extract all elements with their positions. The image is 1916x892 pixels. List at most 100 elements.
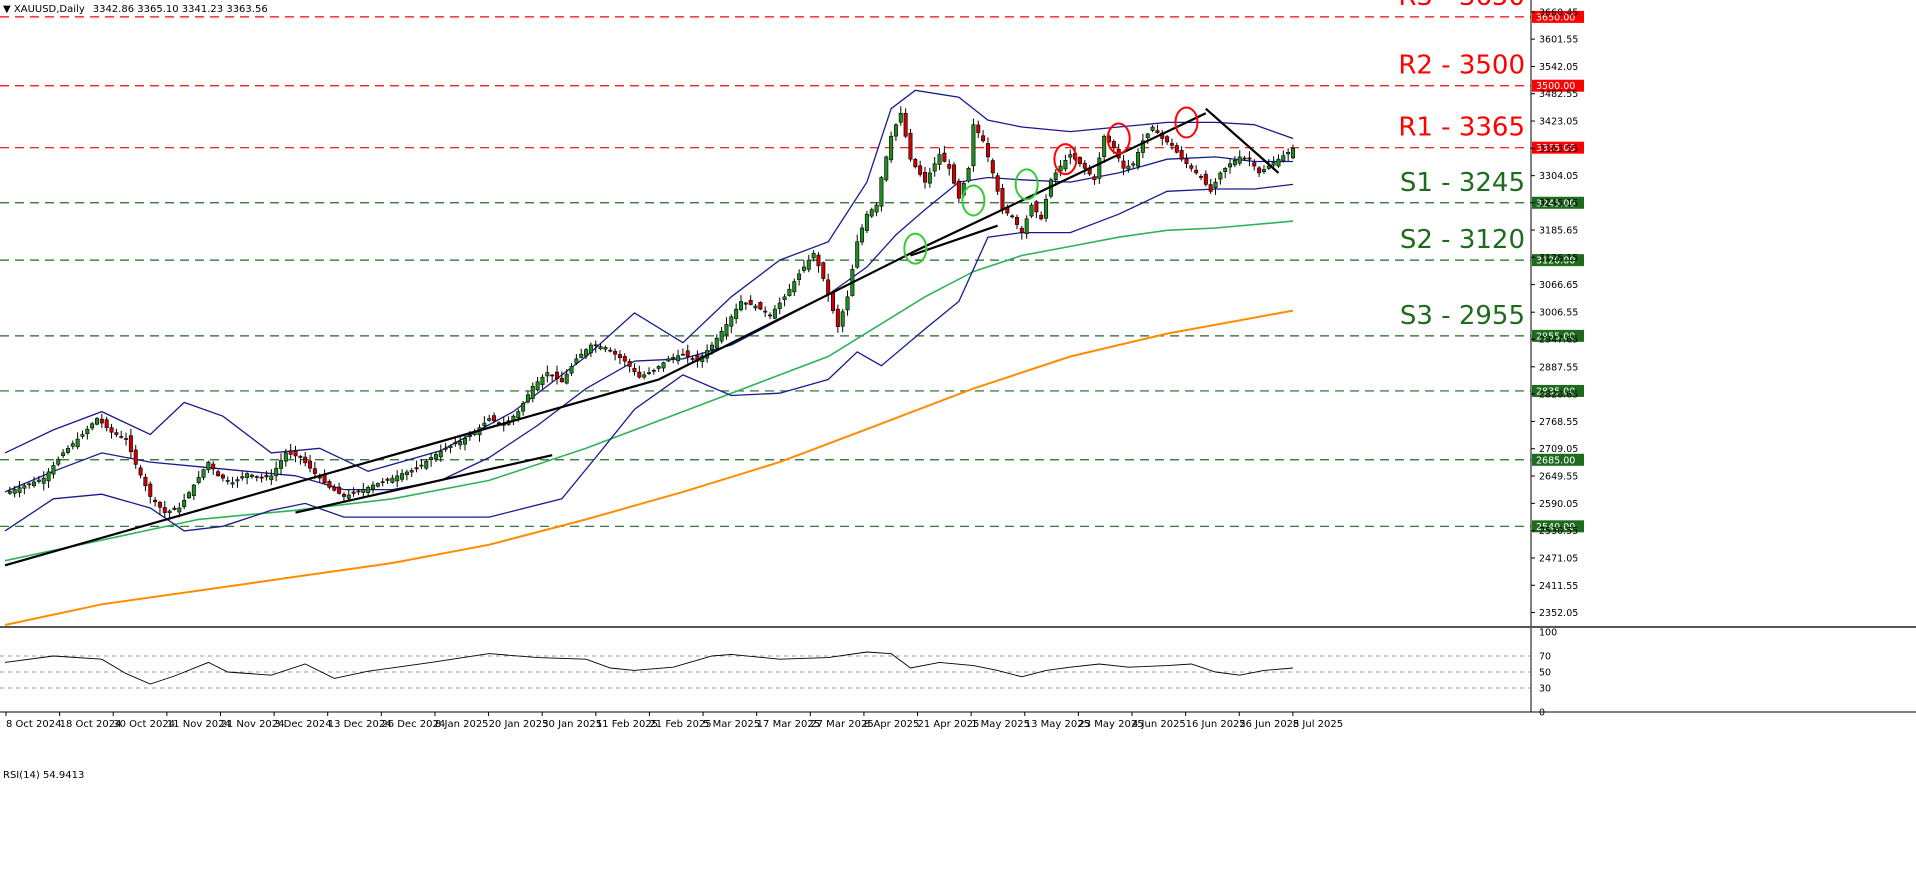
candle-bullish	[709, 344, 714, 351]
candle-bullish	[734, 308, 739, 319]
candle-bullish	[864, 213, 869, 231]
candle-bullish	[283, 452, 288, 462]
candle-bullish	[61, 452, 66, 456]
candle-bullish	[274, 467, 279, 477]
candle-bullish	[366, 487, 371, 493]
candle-bullish	[27, 483, 32, 486]
candle-bullish	[467, 434, 472, 437]
candle-bullish	[777, 302, 782, 309]
candle-bullish	[656, 366, 661, 369]
candle-bearish	[903, 112, 908, 137]
price-tick-label: 3245.15	[1539, 198, 1578, 209]
candle-bearish	[351, 491, 356, 494]
level-tag-label: 2955.00	[1536, 331, 1575, 342]
candle-bearish	[293, 450, 298, 457]
candle-bearish	[995, 175, 1000, 192]
candle-bullish	[201, 469, 206, 478]
price-tick-label: 3363.55	[1539, 144, 1578, 155]
candle-bullish	[1126, 165, 1131, 170]
time-tick-label: 3 Dec 2024	[274, 719, 332, 730]
price-tick-label: 3660.45	[1539, 8, 1578, 19]
level-label: S1 - 3245	[1400, 168, 1525, 198]
candle-bullish	[516, 411, 521, 418]
level-tag	[1532, 196, 1584, 209]
time-tick-label: 27 Mar 2025	[810, 719, 873, 730]
candle-bullish	[1232, 160, 1237, 166]
candle-bearish	[337, 486, 342, 494]
candle-bullish	[1053, 172, 1058, 181]
resistance-touch-circle	[1053, 143, 1078, 176]
candle-bearish	[288, 450, 293, 455]
time-tick-label: 11 Feb 2025	[596, 719, 658, 730]
candle-bullish	[409, 470, 414, 473]
candle-bullish	[196, 477, 201, 483]
candle-bearish	[763, 310, 768, 313]
level-label: S3 - 2955	[1400, 301, 1525, 331]
rsi-tick-label: 100	[1539, 628, 1557, 639]
candle-bullish	[971, 124, 976, 167]
level-labels: 3650.00 R3 - 3650 3500.00 R2 - 3500 3365.00 R…	[1398, 0, 1584, 533]
candle-bullish	[647, 372, 651, 374]
candle-bullish	[1044, 199, 1049, 219]
level-tag-label: 3245.00	[1536, 198, 1575, 209]
candle-bearish	[119, 436, 124, 438]
candle-bearish	[109, 427, 114, 433]
candle-bullish	[443, 448, 448, 450]
time-tick-label: 8 Oct 2024	[6, 719, 61, 730]
price-tick-label: 2530.55	[1539, 526, 1578, 537]
price-tick-label: 2352.05	[1539, 608, 1578, 619]
trendline	[295, 454, 553, 514]
candle-bullish	[395, 475, 400, 482]
candle-bullish	[1276, 158, 1281, 167]
candle-bearish	[758, 302, 763, 310]
candle-bearish	[172, 507, 177, 510]
price-tick-label: 2947.65	[1539, 335, 1578, 346]
candle-bearish	[153, 499, 158, 503]
candle-bearish	[923, 172, 927, 183]
candle-bullish	[671, 356, 676, 360]
support-touch-circle	[1014, 168, 1039, 201]
candle-bullish	[1228, 163, 1233, 168]
candle-bullish	[739, 301, 743, 311]
candle-bullish	[893, 124, 898, 137]
candle-bullish	[191, 484, 196, 497]
candle-bullish	[545, 372, 550, 377]
bb-lower-line	[4, 183, 1294, 532]
candle-bearish	[835, 308, 840, 327]
price-tick-label: 2649.55	[1539, 472, 1578, 483]
candle-bullish	[1068, 154, 1073, 158]
candle-bearish	[1203, 173, 1208, 185]
candle-bullish	[1213, 181, 1218, 188]
candle-bearish	[942, 152, 947, 162]
candle-bullish	[598, 346, 603, 350]
time-tick-label: 18 Oct 2024	[60, 719, 122, 730]
support-touch-circle	[961, 184, 986, 217]
candle-bearish	[559, 377, 564, 383]
price-tick-label: 2768.55	[1539, 417, 1578, 428]
candle-bearish	[133, 449, 138, 465]
time-tick-label: 13 May 2025	[1025, 719, 1090, 730]
level-label: R2 - 3500	[1398, 51, 1525, 81]
candle-bullish	[390, 477, 395, 483]
candle-bearish	[341, 493, 346, 497]
candle-bullish	[1029, 204, 1034, 217]
price-tick-label: 3482.55	[1539, 89, 1578, 100]
level-label: R3 - 3650	[1398, 0, 1525, 12]
candle-bearish	[1242, 157, 1247, 160]
level-tag-label: 2835.00	[1536, 386, 1575, 397]
candle-bullish	[729, 316, 734, 327]
candle-bullish	[429, 457, 434, 460]
candle-bearish	[1257, 167, 1262, 174]
candle-bearish	[748, 299, 753, 305]
candle-bullish	[966, 168, 971, 182]
candle-bearish	[1174, 145, 1179, 153]
candle-bearish	[1169, 143, 1174, 146]
candle-bullish	[1286, 151, 1291, 155]
time-tick-label: 17 Mar 2025	[757, 719, 820, 730]
level-tag	[1532, 141, 1584, 154]
candle-bearish	[550, 374, 555, 377]
candle-bullish	[564, 373, 569, 384]
candle-bullish	[666, 358, 671, 362]
candle-bullish	[1218, 172, 1223, 180]
